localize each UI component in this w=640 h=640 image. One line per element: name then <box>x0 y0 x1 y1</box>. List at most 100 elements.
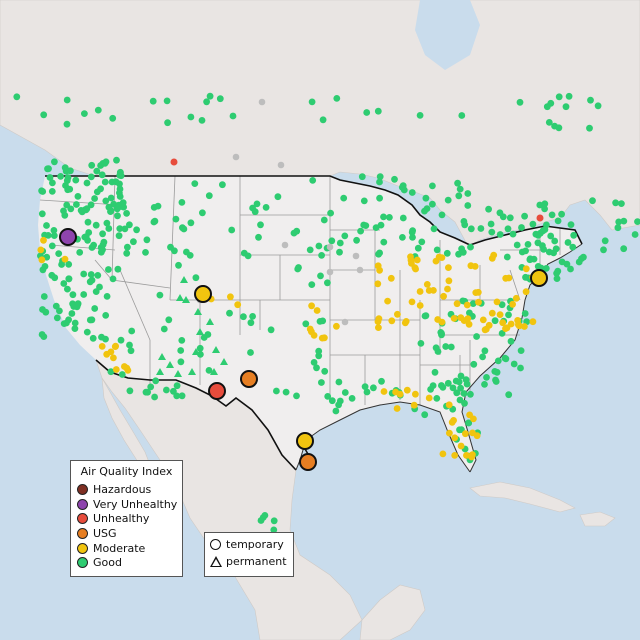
good-site-marker <box>191 180 199 188</box>
highlighted-site-marker <box>208 382 226 400</box>
good-site-marker <box>71 319 79 327</box>
good-site-marker <box>502 355 510 363</box>
good-site-marker <box>483 374 490 381</box>
good-site-marker <box>414 244 422 252</box>
good-site-marker <box>417 340 425 347</box>
good-site-marker <box>175 261 182 269</box>
good-site-marker <box>565 92 573 100</box>
good-site-marker <box>348 395 356 402</box>
good-site-marker <box>427 386 434 393</box>
good-site-marker <box>504 225 512 233</box>
good-site-marker <box>163 97 171 105</box>
good-site-marker <box>341 389 349 396</box>
good-site-marker <box>116 225 124 233</box>
state-line <box>94 259 113 281</box>
good-site-marker <box>83 205 91 213</box>
hudson-bay <box>415 0 480 70</box>
permanent-monitors <box>156 276 228 377</box>
moderate-site-marker <box>463 301 471 309</box>
good-site-marker <box>620 217 628 225</box>
good-site-marker <box>362 222 370 230</box>
moderate-site-marker <box>98 343 106 350</box>
good-site-marker <box>133 226 141 234</box>
good-site-marker <box>44 232 52 239</box>
good-site-marker <box>518 224 525 231</box>
good-site-marker <box>431 368 439 376</box>
good-site-marker <box>48 242 56 250</box>
moderate-site-marker <box>435 253 443 261</box>
good-site-marker <box>357 227 364 235</box>
good-site-marker <box>444 379 452 387</box>
good-site-marker <box>94 272 102 279</box>
good-site-marker <box>510 360 518 368</box>
good-site-marker <box>164 119 172 127</box>
good-site-marker <box>83 179 91 187</box>
good-site-marker <box>121 225 129 233</box>
good-site-marker <box>481 347 489 355</box>
good-site-marker <box>477 225 485 232</box>
highlighted-site-marker <box>299 453 317 471</box>
good-site-marker <box>545 119 553 126</box>
moderate-site-marker <box>479 316 487 324</box>
good-site-marker <box>429 182 436 190</box>
good-site-marker <box>89 334 97 342</box>
good-site-marker <box>376 194 383 202</box>
moderate-site-marker <box>396 390 404 398</box>
good-site-marker <box>308 98 316 106</box>
good-site-marker <box>422 312 430 320</box>
good-site-marker <box>97 185 104 193</box>
moderate-site-marker <box>450 315 458 322</box>
moderate-site-marker <box>515 322 523 330</box>
good-site-marker <box>130 238 137 246</box>
good-site-marker <box>521 212 528 220</box>
good-site-marker <box>458 112 466 119</box>
good-site-marker <box>267 326 275 334</box>
good-site-marker <box>409 227 416 235</box>
good-site-marker <box>335 401 342 409</box>
good-site-marker <box>160 325 168 333</box>
moderate-site-marker <box>502 325 509 332</box>
good-site-marker <box>68 310 76 317</box>
good-swatch-icon <box>77 557 88 569</box>
very-unhealthy-swatch-icon <box>77 498 88 510</box>
good-site-marker <box>543 103 551 111</box>
good-site-marker <box>102 197 110 205</box>
moderate-site-marker <box>412 390 419 398</box>
legend-item-temporary: temporary <box>205 536 293 553</box>
good-site-marker <box>612 199 619 207</box>
good-site-marker <box>261 512 269 519</box>
good-site-marker <box>439 383 447 391</box>
good-site-marker <box>66 185 74 193</box>
good-site-marker <box>327 209 334 217</box>
moderate-site-marker <box>394 310 401 318</box>
moderate-site-marker <box>416 288 424 295</box>
good-site-marker <box>443 249 451 257</box>
permanent-monitor-marker <box>166 361 174 368</box>
good-site-marker <box>142 249 149 256</box>
good-site-marker <box>99 230 106 238</box>
good-site-marker <box>335 378 343 386</box>
good-site-marker <box>274 193 282 201</box>
good-site-marker <box>147 383 155 391</box>
good-site-marker <box>505 391 513 399</box>
no-data-site-marker <box>326 243 334 251</box>
good-site-marker <box>112 178 120 186</box>
good-site-marker <box>60 280 68 287</box>
good-site-marker <box>453 389 461 397</box>
good-site-marker <box>376 173 384 181</box>
good-site-marker <box>186 252 194 259</box>
triangle-icon <box>210 556 222 567</box>
good-site-marker <box>93 167 101 175</box>
moderate-site-marker <box>40 236 47 244</box>
good-site-marker <box>87 173 95 181</box>
good-site-marker <box>107 194 115 202</box>
good-site-marker <box>437 329 445 336</box>
aqi-legend: Air Quality Index Hazardous Very Unhealt… <box>70 460 183 577</box>
good-site-marker <box>341 232 349 240</box>
moderate-site-marker <box>374 262 382 270</box>
good-site-marker <box>90 241 97 249</box>
good-site-marker <box>589 197 596 205</box>
good-site-marker <box>496 231 504 238</box>
good-site-marker <box>541 205 548 213</box>
moderate-site-marker <box>445 277 453 285</box>
